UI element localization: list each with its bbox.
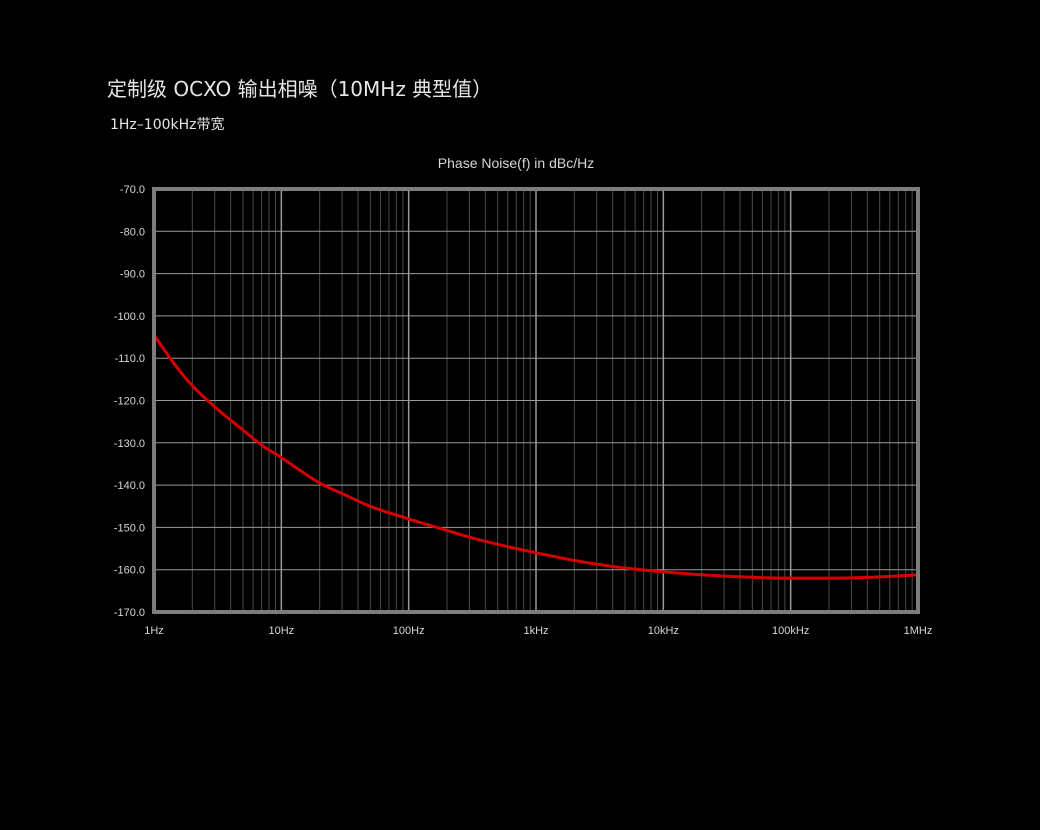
y-tick-label: -120.0 — [114, 396, 145, 408]
data-point — [827, 576, 831, 580]
y-tick-label: -130.0 — [114, 438, 145, 450]
x-tick-label: 10kHz — [648, 625, 679, 637]
data-point — [534, 551, 538, 554]
chart-title: Phase Noise(f) in dBc/Hz — [438, 155, 594, 171]
y-tick-label: -160.0 — [114, 565, 145, 577]
data-point — [623, 566, 627, 570]
y-tick-label: -170.0 — [114, 607, 145, 619]
data-point — [662, 570, 665, 574]
x-tick-label: 1kHz — [523, 625, 548, 637]
data-point — [445, 529, 449, 532]
y-tick-label: -100.0 — [114, 311, 145, 323]
page-title: 定制级 OCXO 输出相噪（10MHz 典型值） — [107, 77, 493, 101]
y-tick-label: -70.0 — [120, 184, 145, 196]
data-point — [280, 456, 283, 459]
y-tick-label: -140.0 — [114, 480, 145, 492]
data-point — [496, 543, 499, 546]
data-point — [700, 573, 703, 576]
data-point — [369, 505, 372, 508]
data-point — [191, 384, 194, 387]
y-tick-label: -110.0 — [115, 353, 145, 365]
data-point — [318, 481, 321, 485]
plot-frame — [152, 187, 920, 614]
y-tick-label: -90.0 — [120, 269, 145, 281]
page-subtitle: 1Hz–100kHz带宽 — [110, 117, 225, 133]
data-point — [340, 492, 344, 495]
x-tick-label: 1MHz — [904, 625, 933, 637]
x-tick-label: 100kHz — [772, 625, 809, 637]
data-point — [175, 365, 178, 368]
data-point — [878, 575, 881, 579]
x-tick-label: 10Hz — [268, 625, 294, 637]
data-point — [789, 576, 792, 580]
data-point — [751, 576, 754, 579]
data-point — [468, 535, 471, 539]
data-point — [260, 443, 263, 447]
x-tick-label: 100Hz — [393, 625, 425, 637]
data-point — [241, 428, 245, 432]
y-tick-label: -80.0 — [120, 226, 145, 238]
data-point — [407, 517, 410, 521]
data-point — [595, 563, 598, 566]
x-tick-label: 1Hz — [144, 625, 164, 637]
data-point — [573, 559, 576, 562]
data-point — [213, 405, 216, 409]
y-tick-label: -150.0 — [114, 522, 145, 534]
